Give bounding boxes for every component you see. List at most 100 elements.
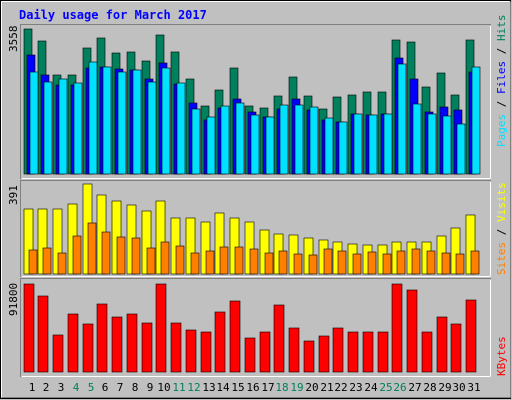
sites-bar-day-4 xyxy=(72,235,82,275)
x-label-day-23: 23 xyxy=(349,381,362,394)
kbytes-bar-day-23 xyxy=(347,331,359,373)
pages-bar-day-29 xyxy=(442,115,452,175)
kbytes-bar-day-26 xyxy=(391,283,403,373)
visits-bar-day-10 xyxy=(155,200,166,275)
kbytes-bar-day-28 xyxy=(421,331,433,373)
kbytes-bar-day-30 xyxy=(450,323,462,373)
x-label-day-27: 27 xyxy=(408,381,421,394)
x-label-day-11: 11 xyxy=(172,381,185,394)
pages-bar-day-24 xyxy=(368,114,378,175)
top-panel-legend: Pages / Files / Hits xyxy=(495,15,508,148)
sites-bar-day-17 xyxy=(264,252,274,275)
visits-bar-day-2 xyxy=(37,208,48,275)
pages-bar-day-25 xyxy=(383,113,393,175)
x-label-day-26: 26 xyxy=(393,381,406,394)
kbytes-bar-day-5 xyxy=(82,323,94,373)
sites-bar-day-26 xyxy=(396,250,406,275)
sites-bar-day-20 xyxy=(308,254,318,275)
pages-bar-day-4 xyxy=(73,82,83,175)
sites-bar-day-24 xyxy=(367,251,377,275)
x-label-day-6: 6 xyxy=(102,381,109,394)
x-label-day-9: 9 xyxy=(147,381,154,394)
pages-bar-day-1 xyxy=(29,71,39,175)
sites-bar-day-7 xyxy=(116,236,126,275)
visits-bar-day-30 xyxy=(450,227,461,275)
x-label-day-20: 20 xyxy=(305,381,318,394)
x-label-day-21: 21 xyxy=(320,381,333,394)
kbytes-bar-day-21 xyxy=(318,335,330,373)
x-label-day-31: 31 xyxy=(467,381,480,394)
kbytes-bar-day-31 xyxy=(465,299,477,373)
pages-bar-day-2 xyxy=(43,81,53,175)
sites-bar-day-9 xyxy=(146,247,156,275)
kbytes-bar-day-7 xyxy=(111,316,123,373)
sites-bar-day-6 xyxy=(101,231,111,275)
middle-panel-ymax-label: 391 xyxy=(7,185,20,205)
x-label-day-8: 8 xyxy=(132,381,139,394)
kbytes-bar-day-1 xyxy=(23,283,35,373)
sites-bar-day-30 xyxy=(455,253,465,275)
pages-bar-day-3 xyxy=(58,78,68,175)
x-label-day-1: 1 xyxy=(29,381,36,394)
top-panel-ymax-label: 3558 xyxy=(7,26,20,53)
x-label-day-29: 29 xyxy=(438,381,451,394)
pages-bar-day-14 xyxy=(220,105,230,175)
x-label-day-17: 17 xyxy=(261,381,274,394)
pages-bar-day-28 xyxy=(427,113,437,175)
pages-bar-day-13 xyxy=(206,116,216,175)
x-label-day-13: 13 xyxy=(202,381,215,394)
kbytes-bar-day-27 xyxy=(406,289,418,373)
sites-bar-day-10 xyxy=(160,241,170,275)
visits-bar-day-17 xyxy=(259,229,270,275)
sites-bar-day-23 xyxy=(352,253,362,275)
kbytes-bar-day-4 xyxy=(67,313,79,373)
x-label-day-10: 10 xyxy=(157,381,170,394)
pages-bar-day-30 xyxy=(456,123,466,175)
pages-bar-day-12 xyxy=(191,108,201,175)
sites-bar-day-11 xyxy=(175,245,185,275)
sites-bar-day-18 xyxy=(278,250,288,275)
sites-bar-day-27 xyxy=(411,248,421,275)
visits-bar-day-31 xyxy=(465,214,476,275)
sites-bar-day-19 xyxy=(293,253,303,275)
kbytes-bar-day-16 xyxy=(244,337,256,373)
middle-panel-legend: Sites / Visits xyxy=(495,182,508,275)
kbytes-bar-day-29 xyxy=(436,316,448,373)
kbytes-bar-day-14 xyxy=(214,311,226,373)
pages-bar-day-8 xyxy=(132,69,142,175)
sites-bar-day-1 xyxy=(28,249,38,275)
pages-bar-day-17 xyxy=(265,116,275,175)
sites-bar-day-12 xyxy=(190,252,200,275)
kbytes-bar-day-6 xyxy=(96,303,108,373)
sites-bar-day-14 xyxy=(219,246,229,275)
sites-bar-day-15 xyxy=(234,246,244,275)
kbytes-bar-day-9 xyxy=(141,322,153,373)
pages-bar-day-26 xyxy=(397,63,407,175)
pages-bar-day-15 xyxy=(235,102,245,175)
x-label-day-2: 2 xyxy=(43,381,50,394)
pages-bar-day-16 xyxy=(250,114,260,175)
x-label-day-3: 3 xyxy=(58,381,65,394)
x-label-day-22: 22 xyxy=(334,381,347,394)
x-label-day-19: 19 xyxy=(290,381,303,394)
x-label-day-7: 7 xyxy=(117,381,124,394)
kbytes-bar-day-13 xyxy=(200,331,212,373)
pages-bar-day-18 xyxy=(279,104,289,175)
pages-bar-day-21 xyxy=(324,117,334,175)
sites-bar-day-13 xyxy=(205,250,215,275)
pages-bar-day-9 xyxy=(147,81,157,175)
x-axis-labels: 1 2 3 4 5 6 7 8 9 10 11 12 13 14 15 16 17 18 19 20 21 22 23 24 2… xyxy=(29,381,481,394)
visits-bar-day-9 xyxy=(141,210,152,275)
chart-title: Daily usage for March 2017 xyxy=(19,8,207,22)
pages-bar-day-10 xyxy=(161,67,171,175)
pages-bar-day-5 xyxy=(88,61,98,175)
kbytes-bar-day-19 xyxy=(288,327,300,373)
bottom-panel-ymax-label: 91800 xyxy=(7,283,20,316)
pages-bar-day-19 xyxy=(294,104,304,175)
pages-bar-day-22 xyxy=(338,121,348,175)
visits-bar-day-16 xyxy=(244,221,255,275)
x-label-day-24: 24 xyxy=(364,381,378,394)
sites-bar-day-28 xyxy=(426,250,436,275)
x-label-day-14: 14 xyxy=(216,381,230,394)
